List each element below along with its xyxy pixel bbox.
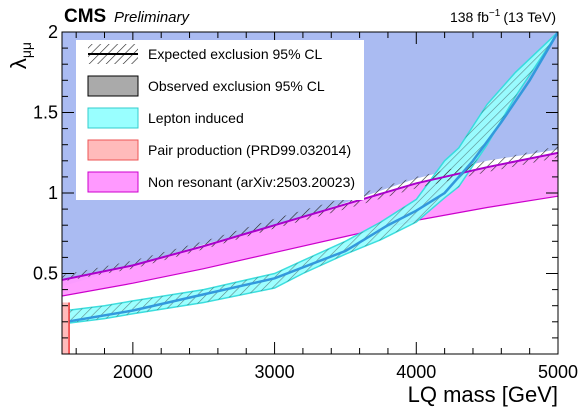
y-axis-title-main: λ — [6, 58, 31, 69]
y-axis-title: λμμ — [6, 42, 34, 69]
legend-label-lepton: Lepton induced — [148, 110, 244, 126]
legend-swatch-lepton — [87, 107, 139, 129]
x-tick-label: 3000 — [255, 362, 295, 382]
status-label: Preliminary — [114, 9, 191, 26]
y-axis-title-subscript: μμ — [18, 42, 34, 58]
experiment-label: CMS — [64, 6, 106, 27]
legend-label-observed: Observed exclusion 95% CL — [148, 78, 325, 94]
x-tick-label: 5000 — [538, 362, 578, 382]
luminosity-energy: (13 TeV) — [503, 9, 556, 25]
legend-label-expected: Expected exclusion 95% CL — [148, 46, 323, 62]
legend: Expected exclusion 95% CL Observed exclus… — [76, 40, 364, 200]
y-tick-label: 2 — [48, 22, 58, 42]
legend-swatch-observed — [87, 75, 139, 97]
legend-label-nonres: Non resonant (arXiv:2503.20023) — [148, 174, 355, 190]
nonresonant-lower-edge — [62, 195, 558, 297]
x-tick-label: 2000 — [113, 362, 153, 382]
legend-label-pair: Pair production (PRD99.032014) — [148, 142, 351, 158]
luminosity-value: 138 fb — [450, 9, 489, 25]
nonres-expected-line — [62, 151, 558, 281]
x-tick-label: 4000 — [396, 362, 436, 382]
y-tick-label: 0.5 — [33, 264, 58, 284]
lepton-expected-line — [66, 32, 558, 324]
luminosity-superscript: −1 — [489, 8, 501, 19]
x-axis-ticks: 2000 3000 4000 5000 — [75, 32, 578, 382]
y-tick-label: 1.5 — [33, 103, 58, 123]
x-axis-title: LQ mass [GeV] — [408, 382, 558, 407]
y-axis-ticks: 0.5 1 1.5 2 — [33, 22, 558, 339]
legend-swatch-nonres — [87, 171, 139, 193]
y-tick-label: 1 — [48, 183, 58, 203]
legend-swatch-pair — [87, 139, 139, 161]
luminosity-label: 138 fb−1 (13 TeV) — [450, 8, 556, 25]
pair-production-region — [62, 302, 70, 354]
